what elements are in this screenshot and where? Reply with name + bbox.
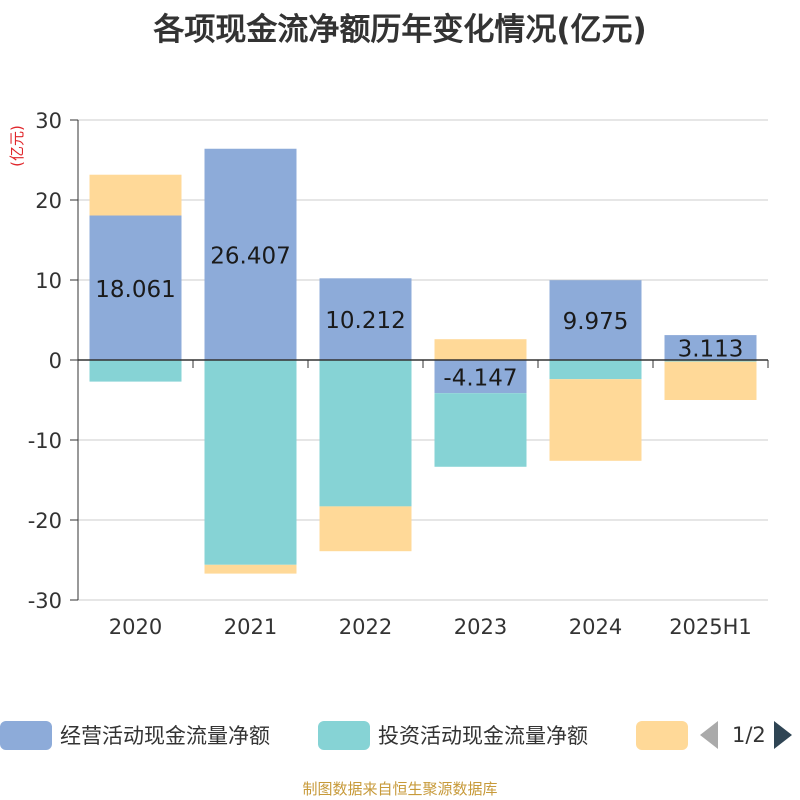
- x-tick-label: 2021: [224, 615, 277, 639]
- chevron-left-icon[interactable]: [700, 721, 718, 749]
- y-tick-label: 10: [35, 269, 62, 293]
- x-tick-label: 2022: [339, 615, 392, 639]
- bar-investing: [549, 360, 642, 380]
- x-tick-label: 2024: [569, 615, 622, 639]
- bar-operating: [89, 215, 182, 360]
- bar-operating: [549, 280, 642, 360]
- bar-operating: [664, 335, 757, 360]
- x-tick-label: 2023: [454, 615, 507, 639]
- legend-swatch-investing: [318, 720, 370, 750]
- bar-operating: [319, 278, 412, 360]
- legend-swatch-financing: [636, 720, 688, 750]
- bar-financing: [434, 339, 527, 360]
- legend-swatch-operating: [0, 720, 52, 750]
- legend-label-operating: 经营活动现金流量净额: [60, 724, 270, 748]
- data-label: 26.407: [210, 243, 290, 269]
- bar-financing: [319, 506, 412, 552]
- y-tick-label: -30: [28, 589, 62, 613]
- chart-title: 各项现金流净额历年变化情况(亿元): [153, 12, 647, 48]
- bar-operating: [204, 148, 297, 360]
- legend-page-indicator: 1/2: [732, 723, 766, 747]
- legend-item-investing[interactable]: 投资活动现金流量净额: [318, 718, 588, 752]
- bar-financing: [89, 174, 182, 216]
- bar-investing: [319, 360, 412, 507]
- bar-investing: [89, 360, 182, 382]
- y-tick-label: 20: [35, 189, 62, 213]
- bar-investing: [434, 393, 527, 467]
- y-axis-label: (亿元): [8, 125, 26, 167]
- bar-operating: [434, 360, 527, 394]
- legend-label-investing: 投资活动现金流量净额: [378, 724, 588, 748]
- chevron-right-icon[interactable]: [773, 721, 792, 749]
- source-note: 制图数据来自恒生聚源数据库: [302, 780, 498, 798]
- y-tick-label: -10: [28, 429, 62, 453]
- legend-pager: 1/2: [700, 718, 792, 752]
- legend-item-operating[interactable]: 经营活动现金流量净额: [0, 718, 270, 752]
- bar-financing: [549, 379, 642, 461]
- y-tick-label: -20: [28, 509, 62, 533]
- x-tick-label: 2020: [109, 615, 162, 639]
- x-tick-label: 2025H1: [669, 615, 752, 639]
- data-label: 10.212: [325, 308, 405, 334]
- data-label: 9.975: [563, 309, 629, 335]
- data-label: -4.147: [443, 366, 517, 392]
- bar-investing: [664, 360, 757, 362]
- data-label: 18.061: [95, 277, 175, 303]
- legend-item-financing[interactable]: [636, 718, 688, 752]
- y-tick-label: 30: [35, 109, 62, 133]
- data-label: 3.113: [678, 337, 744, 363]
- bar-financing: [204, 564, 297, 574]
- y-tick-label: 0: [49, 349, 62, 373]
- bar-financing: [664, 361, 757, 400]
- bar-investing: [204, 360, 297, 565]
